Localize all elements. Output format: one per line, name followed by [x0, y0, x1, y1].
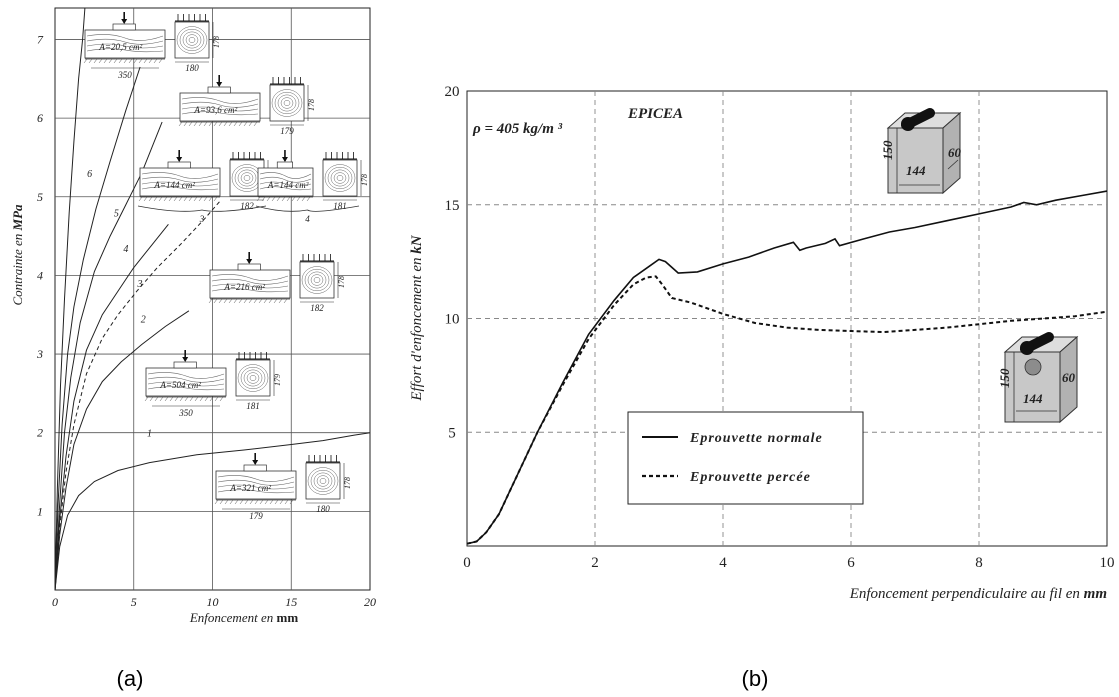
panel-a-xtick-label: 10 — [207, 595, 219, 609]
panel-a-curve-2 — [54, 310, 190, 591]
panel-a-ytick-label: 7 — [37, 32, 44, 46]
panel-a-curve-1 — [54, 432, 371, 591]
panel-a-curve-label: 2 — [141, 315, 146, 326]
svg-text:179: 179 — [273, 374, 282, 386]
svg-text:60: 60 — [1062, 370, 1076, 385]
legend-label-normale: Eprouvette normale — [689, 431, 823, 446]
svg-text:A=144 cm²: A=144 cm² — [267, 180, 309, 190]
svg-text:178: 178 — [343, 477, 352, 489]
panel-a-curve-labels: 1 2 3 4 5 6 — [87, 169, 152, 440]
panel-b-ytick-label: 20 — [445, 84, 460, 100]
svg-text:180: 180 — [316, 504, 330, 514]
panel-a-curve-label: 3 — [137, 279, 143, 290]
panel-a-curve-3 — [54, 200, 221, 591]
svg-text:179: 179 — [280, 126, 294, 136]
panel-a-ytick-label: 2 — [37, 426, 43, 440]
panel-b-ytick-label: 15 — [445, 198, 460, 214]
svg-text:182: 182 — [240, 201, 254, 211]
panel-b-ytick-label: 5 — [448, 425, 456, 441]
panel-a-ytick-label: 1 — [37, 504, 43, 518]
specimen-inset: A=216 cm² 178 182 — [208, 252, 346, 313]
density-annotation: ρ = 405 kg/m ³ — [472, 121, 563, 137]
specimen-inset: A=20,5 cm² 350 178 180 — [83, 12, 221, 80]
panel-a-ylabel: Contrainte en MPa — [10, 204, 25, 306]
panel-a-xtick-label: 15 — [285, 595, 297, 609]
panel-a-curve-6 — [54, 66, 141, 591]
panel-a-xtick-label: 20 — [364, 595, 376, 609]
panel-b-legend: Eprouvette normale Eprouvette percée — [627, 411, 864, 505]
svg-text:A=20,5 cm²: A=20,5 cm² — [98, 42, 142, 52]
panel-b-ytick-label: 10 — [445, 312, 460, 328]
panel-a: 1 2 3 4 5 6 7 0 5 10 15 20 1 2 3 4 5 6 A=20,5 cm² 350 178 1… — [10, 7, 376, 691]
svg-text:A=216 cm²: A=216 cm² — [223, 282, 265, 292]
panel-b-xtick-label: 10 — [1100, 555, 1115, 571]
svg-text:A=504 cm²: A=504 cm² — [159, 380, 201, 390]
panel-b-ticks: 5 10 15 20 0 2 4 6 8 10 — [445, 84, 1115, 571]
panel-a-curve-label: 1 — [147, 429, 152, 440]
panel-a-curve-7 — [54, 7, 86, 591]
panel-a-caption: (a) — [117, 666, 144, 691]
specimen-normal-illustration: 150 144 60 — [880, 108, 962, 195]
specimen-inset: A=504 cm² 350 179 181 — [144, 350, 282, 418]
panel-a-curve-label: 5 — [114, 208, 119, 219]
panel-a-curve-label: 6 — [87, 169, 92, 180]
svg-text:A=93,6 cm²: A=93,6 cm² — [193, 105, 237, 115]
specimen-drilled-illustration: 150 144 60 — [997, 332, 1079, 424]
svg-text:181: 181 — [333, 201, 347, 211]
specimen-inset: A=321 cm² 179 178 180 — [214, 453, 352, 521]
svg-text:60: 60 — [948, 145, 962, 160]
svg-text:181: 181 — [246, 401, 260, 411]
panel-b-curves — [466, 190, 1108, 545]
panel-b-xtick-label: 2 — [591, 555, 599, 571]
panel-b-series-normale — [466, 190, 1108, 545]
svg-text:350: 350 — [178, 408, 193, 418]
svg-text:178: 178 — [360, 174, 369, 186]
panel-a-insets: A=20,5 cm² 350 178 180 A=93,6 cm² 178 179 A=144… — [83, 12, 369, 521]
svg-text:180: 180 — [185, 63, 199, 73]
svg-text:150: 150 — [880, 140, 895, 160]
panel-a-curve-5 — [54, 121, 163, 591]
svg-text:4: 4 — [305, 214, 310, 224]
svg-text:178: 178 — [337, 276, 346, 288]
legend-label-percee: Eprouvette percée — [689, 470, 811, 485]
specimen-inset: A=144 cm² 178 181 4 — [255, 150, 369, 224]
panel-b: 5 10 15 20 0 2 4 6 8 10 ρ = 405 kg/m ³ EPICEA 150… — [409, 84, 1115, 691]
species-annotation: EPICEA — [627, 106, 683, 122]
svg-text:A=144 cm²: A=144 cm² — [153, 180, 195, 190]
panel-a-xtick-label: 0 — [52, 595, 58, 609]
svg-text:178: 178 — [307, 99, 316, 111]
panel-b-ylabel: Effort d'enfoncement en kN — [409, 234, 425, 401]
panel-b-xtick-label: 6 — [847, 555, 855, 571]
panel-a-ytick-label: 4 — [37, 268, 43, 282]
panel-b-xtick-label: 0 — [463, 555, 471, 571]
panel-a-curve-label: 4 — [123, 244, 128, 255]
legend-box — [627, 411, 864, 505]
panel-a-ytick-label: 6 — [37, 111, 43, 125]
panel-b-series-percee — [466, 275, 1108, 545]
panel-b-xtick-label: 8 — [975, 555, 983, 571]
panel-a-xtick-label: 5 — [131, 595, 137, 609]
panel-a-ytick-label: 3 — [36, 347, 43, 361]
panel-b-caption: (b) — [742, 666, 769, 691]
svg-text:178: 178 — [212, 36, 221, 48]
panel-a-curves — [54, 7, 371, 591]
svg-text:A=321 cm²: A=321 cm² — [229, 483, 271, 493]
specimen-inset: A=144 cm²1771823 — [137, 150, 276, 224]
panel-a-xlabel: Enfoncement en mm — [189, 610, 298, 625]
svg-text:179: 179 — [249, 511, 263, 521]
svg-text:150: 150 — [997, 368, 1012, 388]
panel-b-xtick-label: 4 — [719, 555, 727, 571]
svg-text:350: 350 — [117, 70, 132, 80]
panel-a-curve-4 — [54, 223, 169, 591]
svg-text:144: 144 — [1023, 391, 1043, 406]
svg-text:182: 182 — [310, 303, 324, 313]
svg-text:3: 3 — [199, 214, 205, 224]
panel-b-xlabel: Enfoncement perpendiculaire au fil en mm — [849, 586, 1107, 602]
svg-text:144: 144 — [906, 163, 926, 178]
specimen-inset: A=93,6 cm² 178 179 — [178, 75, 316, 136]
panel-a-ytick-label: 5 — [37, 190, 43, 204]
